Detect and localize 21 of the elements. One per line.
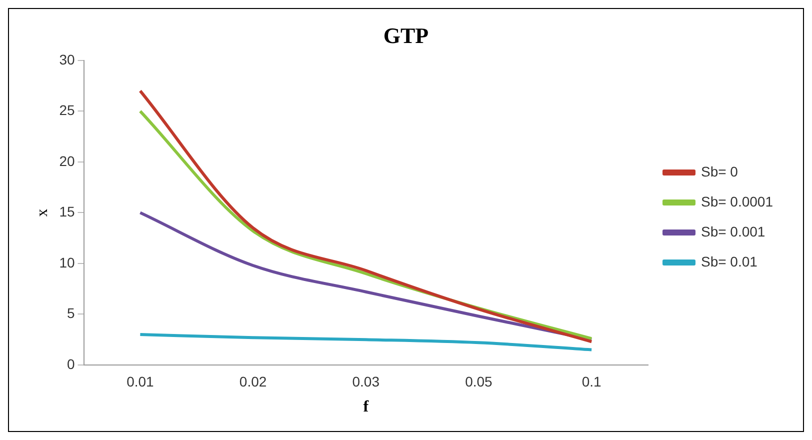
x-tick-label: 0.1 bbox=[582, 373, 602, 390]
x-tick-label: 0.03 bbox=[352, 373, 380, 390]
legend-label: Sb= 0.001 bbox=[700, 223, 766, 240]
y-axis-title: x bbox=[34, 208, 51, 217]
y-tick-label: 20 bbox=[59, 152, 75, 169]
y-tick-label: 10 bbox=[59, 254, 75, 270]
x-tick-label: 0.05 bbox=[465, 373, 493, 390]
y-tick-label: 5 bbox=[66, 305, 75, 322]
legend-label: Sb= 0.0001 bbox=[700, 193, 774, 210]
y-tick-label: 30 bbox=[59, 51, 75, 68]
line-series bbox=[138, 333, 594, 352]
chart-title: GTP bbox=[383, 22, 429, 48]
line-series bbox=[138, 211, 594, 342]
legend-label: Sb= 0.01 bbox=[700, 253, 758, 270]
y-tick-label: 0 bbox=[66, 356, 75, 372]
x-axis-title: f bbox=[363, 398, 370, 416]
x-tick-label: 0.02 bbox=[239, 373, 267, 390]
x-tick-label: 0.01 bbox=[126, 373, 154, 390]
y-tick-label: 25 bbox=[59, 102, 75, 118]
y-tick-label: 15 bbox=[59, 204, 75, 220]
legend-label: Sb= 0 bbox=[700, 163, 738, 180]
